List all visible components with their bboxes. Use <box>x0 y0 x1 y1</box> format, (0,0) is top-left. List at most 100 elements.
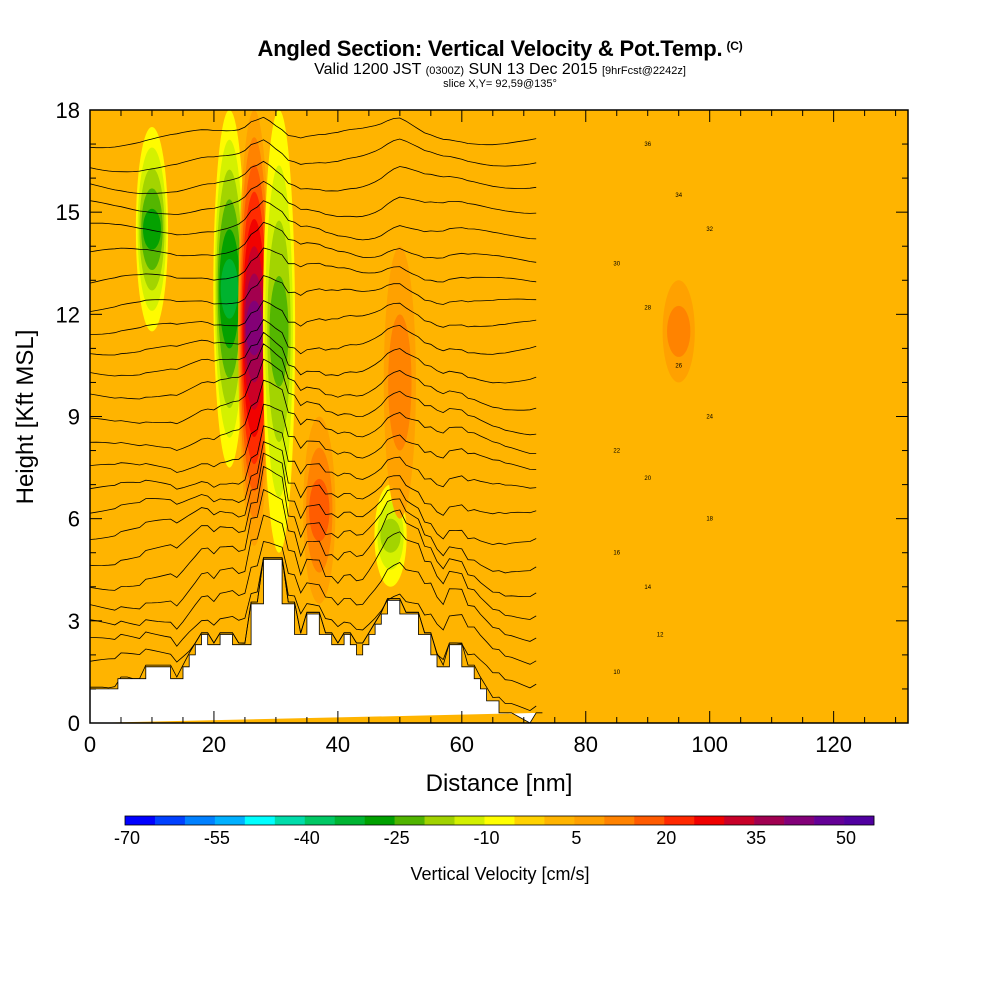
theta-contour <box>90 200 537 241</box>
velocity-level <box>245 300 263 356</box>
velocity-level <box>380 518 401 553</box>
valid-time-utc: (0300Z) <box>425 65 465 77</box>
colorbar-swatch <box>634 816 665 825</box>
colorbar-tick-label: -10 <box>474 828 500 848</box>
theta-contour <box>90 514 537 620</box>
colorbar-swatch <box>784 816 815 825</box>
theta-contour-labels: 10 12 14 16 18 20 22 24 26 28 30 32 34 36 <box>613 142 713 676</box>
velocity-level <box>269 276 289 387</box>
theta-contour-label: 18 <box>706 517 713 523</box>
theta-contour <box>90 379 537 454</box>
velocity-feature <box>303 416 336 604</box>
theta-contour <box>90 275 537 312</box>
theta-contour <box>90 300 537 335</box>
colorbar: -70 -55 -40 -25 -10 5 20 35 50 <box>114 815 875 848</box>
theta-contour-label: 14 <box>644 585 651 591</box>
slice-info: slice X,Y= 92,59@135° <box>443 78 557 90</box>
colorbar-tick-label: -25 <box>384 828 410 848</box>
theta-contour <box>90 557 537 665</box>
velocity-feature <box>662 280 695 383</box>
theta-contour <box>90 403 537 473</box>
theta-contour <box>90 557 537 689</box>
velocity-level <box>667 305 691 357</box>
theta-contour <box>90 541 537 642</box>
colorbar-tick-label: -55 <box>204 828 230 848</box>
velocity-level <box>142 208 161 250</box>
velocity-features <box>135 110 695 604</box>
colorbar-swatch <box>544 816 575 825</box>
x-tick-label: 40 <box>326 732 350 757</box>
valid-date: SUN 13 Dec 2015 <box>468 61 598 78</box>
theta-contour-label: 28 <box>644 306 651 312</box>
x-tick-label: 0 <box>84 732 96 757</box>
colorbar-label: Vertical Velocity [cm/s] <box>410 864 589 884</box>
chart-title-mark: (C) <box>726 39 743 53</box>
theta-contours <box>90 116 537 712</box>
colorbar-tick-label: 5 <box>571 828 581 848</box>
velocity-feature <box>262 110 296 553</box>
theta-contour <box>90 221 537 263</box>
velocity-level <box>388 314 412 451</box>
y-tick-label: 3 <box>68 609 80 634</box>
x-tick-label: 100 <box>691 732 728 757</box>
colorbar-swatch <box>814 816 845 825</box>
theta-contour-label: 32 <box>706 227 713 233</box>
theta-contour-label: 12 <box>657 632 664 638</box>
y-tick-label: 15 <box>56 200 80 225</box>
velocity-feature <box>135 127 169 332</box>
colorbar-swatch <box>664 816 695 825</box>
colorbar-tick-label: 35 <box>746 828 766 848</box>
colorbar-swatch <box>724 816 755 825</box>
x-tick-label: 80 <box>574 732 598 757</box>
chart-title: Angled Section: Vertical Velocity & Pot.… <box>0 36 1000 62</box>
colorbar-swatch <box>754 816 785 825</box>
colorbar-swatch <box>125 816 156 825</box>
theta-contour-label: 34 <box>675 193 682 199</box>
theta-contour-label: 22 <box>613 449 620 455</box>
y-tick-label: 9 <box>68 405 80 430</box>
theta-contour-label: 24 <box>706 415 713 421</box>
colorbar-swatch <box>214 816 246 825</box>
colorbar-swatch <box>574 816 605 825</box>
theta-contour <box>90 331 537 384</box>
colorbar-swatch <box>184 816 216 825</box>
colorbar-swatch <box>604 816 635 825</box>
colorbar-swatch <box>424 816 455 825</box>
x-axis: 0 20 40 60 80 100 120 <box>84 110 897 757</box>
x-axis-label: Distance [nm] <box>426 770 573 797</box>
colorbar-swatch <box>394 816 425 825</box>
x-tick-label: 20 <box>202 732 226 757</box>
colorbar-swatch <box>274 816 306 825</box>
theta-contour <box>90 160 537 194</box>
chart-subtitle: Valid 1200 JST (0300Z) SUN 13 Dec 2015 [… <box>0 61 1000 79</box>
x-tick-label: 60 <box>450 732 474 757</box>
x-tick-label: 120 <box>815 732 852 757</box>
colorbar-tick-label: 20 <box>656 828 676 848</box>
colorbar-swatch <box>454 816 485 825</box>
theta-contour <box>90 452 537 546</box>
colorbar-swatch <box>304 816 336 825</box>
velocity-field-background <box>90 110 908 723</box>
theta-contour <box>90 489 537 597</box>
colorbar-swatch <box>334 816 365 825</box>
theta-contour <box>90 465 537 574</box>
theta-contour <box>90 343 537 411</box>
y-tick-label: 0 <box>68 711 80 736</box>
theta-contour <box>90 358 537 436</box>
colorbar-frame <box>124 815 875 826</box>
chart-title-main: Angled Section: Vertical Velocity & Pot.… <box>257 36 723 61</box>
colorbar-swatch <box>244 816 276 825</box>
forecast-info: [9hrFcst@2242z] <box>601 65 686 77</box>
colorbar-tick-label: -70 <box>114 828 140 848</box>
theta-contour <box>90 138 537 173</box>
theta-contour <box>90 247 537 284</box>
valid-time: Valid 1200 JST <box>314 61 422 78</box>
velocity-feature <box>383 246 416 519</box>
velocity-feature <box>213 110 246 468</box>
theta-contour <box>90 180 537 218</box>
y-tick-label: 12 <box>56 302 80 327</box>
velocity-level <box>220 258 239 319</box>
colorbar-swatch <box>154 816 186 825</box>
theta-contour-label: 30 <box>613 261 620 267</box>
